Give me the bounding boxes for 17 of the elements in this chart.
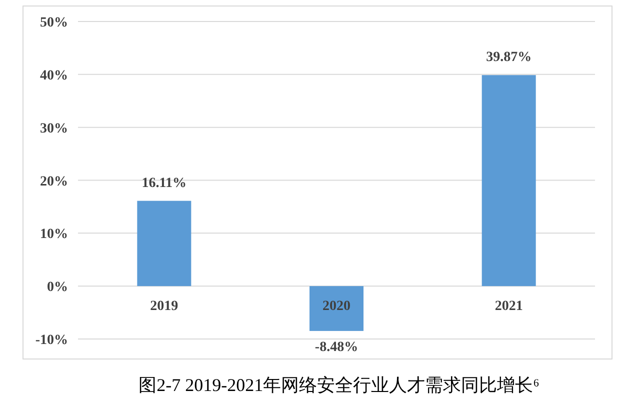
data-label: -8.48% <box>314 340 358 355</box>
y-tick-label: 20% <box>40 174 68 190</box>
x-tick-label: 2020 <box>322 299 350 314</box>
text: 图2-7 2019-2021年网络安全行业人才需求同比增长⁶ <box>138 375 540 395</box>
x-tick-label: 2021 <box>494 299 523 314</box>
y-tick-label: 10% <box>40 227 68 242</box>
y-tick-label: 0% <box>47 280 68 296</box>
y-tick-label: -10% <box>35 333 68 348</box>
y-tick-label: 30% <box>40 121 68 136</box>
data-label: 16.11% <box>142 176 187 191</box>
data-label: 39.87% <box>486 50 532 66</box>
bar <box>310 286 364 331</box>
y-tick-label: 40% <box>40 68 68 84</box>
bar <box>482 75 536 286</box>
bar <box>137 200 192 286</box>
x-tick-label: 2019 <box>150 299 178 314</box>
y-tick-label: 50% <box>40 16 68 30</box>
